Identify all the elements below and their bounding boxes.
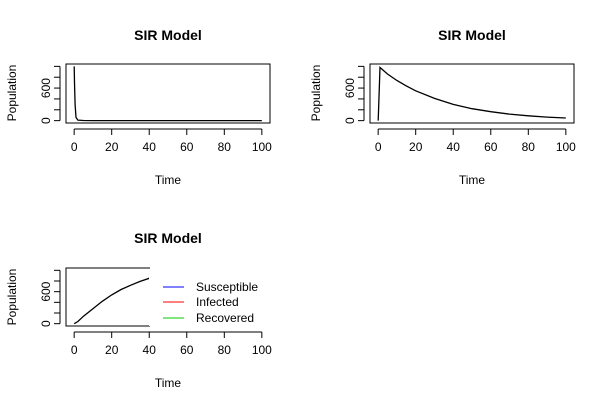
- panel-1-y-ticks: 0 600: [39, 78, 53, 124]
- panel-3-title: SIR Model: [134, 230, 202, 246]
- panel-3-y-tick-label: 0: [39, 320, 53, 327]
- panel-3-x-tick-label: 100: [252, 343, 272, 357]
- panel-2-plot-frame: [369, 63, 575, 124]
- panel-3-plot-frame: [65, 267, 150, 327]
- panel-2-x-tick-label: 20: [409, 140, 423, 154]
- panel-3-y-tick-label: 600: [39, 281, 53, 301]
- panel-2-y-ticks: 0 600: [343, 78, 357, 124]
- panel-2-series-infected-line: [377, 65, 566, 121]
- panel-3-x-tick-label: 40: [143, 343, 157, 357]
- panel-1-title: SIR Model: [134, 27, 202, 43]
- panel-2-ylabel: Population: [309, 65, 323, 122]
- legend-label-infected: Infected: [196, 295, 239, 309]
- panel-3: SIR Model Time Population 0 20 40 60 80 …: [5, 230, 274, 390]
- panel-2-x-tick-label: 40: [447, 140, 461, 154]
- panel-3-x-tick-label: 20: [105, 343, 119, 357]
- panel-1-x-tick-label: 60: [180, 140, 194, 154]
- panel-3-x-ticks: 0 20 40 60 80 100: [71, 343, 272, 357]
- panel-3-series-recovered-line: [73, 275, 151, 325]
- panel-1-plot-frame: [65, 63, 271, 124]
- legend-label-susceptible: Susceptible: [196, 280, 258, 294]
- panel-2-x-tick-label: 60: [484, 140, 498, 154]
- panel-3-x-tick-label: 80: [218, 343, 232, 357]
- panel-1-x-tick-label: 20: [105, 140, 119, 154]
- panel-3-x-tick-label: 60: [180, 343, 194, 357]
- legend-label-recovered: Recovered: [196, 311, 254, 325]
- panel-2-y-tick-label: 0: [343, 117, 357, 124]
- panel-1-x-tick-label: 100: [252, 140, 272, 154]
- panel-3-ylabel: Population: [5, 269, 19, 326]
- panel-1-series-susceptible-line: [73, 66, 262, 122]
- panel-2-title: SIR Model: [438, 27, 506, 43]
- panel-2-x-tick-label: 80: [522, 140, 536, 154]
- panel-2: SIR Model Time Population 0 20 40 60 80 …: [309, 27, 576, 187]
- legend: Susceptible Infected Recovered: [149, 276, 274, 326]
- panel-1-y-tick-label: 0: [39, 117, 53, 124]
- panel-2-x-tick-label: 0: [375, 140, 382, 154]
- panel-1: SIR Model Time Population 0 20 40 60 80 …: [5, 27, 272, 187]
- panel-1-x-tick-label: 80: [218, 140, 232, 154]
- panel-2-y-tick-label: 600: [343, 78, 357, 98]
- panel-2-x-ticks: 0 20 40 60 80 100: [375, 140, 576, 154]
- panel-1-x-ticks: 0 20 40 60 80 100: [71, 140, 272, 154]
- panel-1-x-tick-label: 40: [143, 140, 157, 154]
- panel-1-ylabel: Population: [5, 65, 19, 122]
- panel-3-y-ticks: 0 600: [39, 281, 53, 327]
- panel-3-x-tick-label: 0: [71, 343, 78, 357]
- panel-1-y-tick-label: 600: [39, 78, 53, 98]
- panel-2-xlabel: Time: [459, 173, 486, 187]
- panel-2-x-tick-label: 100: [556, 140, 576, 154]
- panel-1-x-tick-label: 0: [71, 140, 78, 154]
- panel-1-xlabel: Time: [155, 173, 182, 187]
- panel-3-xlabel: Time: [155, 376, 182, 390]
